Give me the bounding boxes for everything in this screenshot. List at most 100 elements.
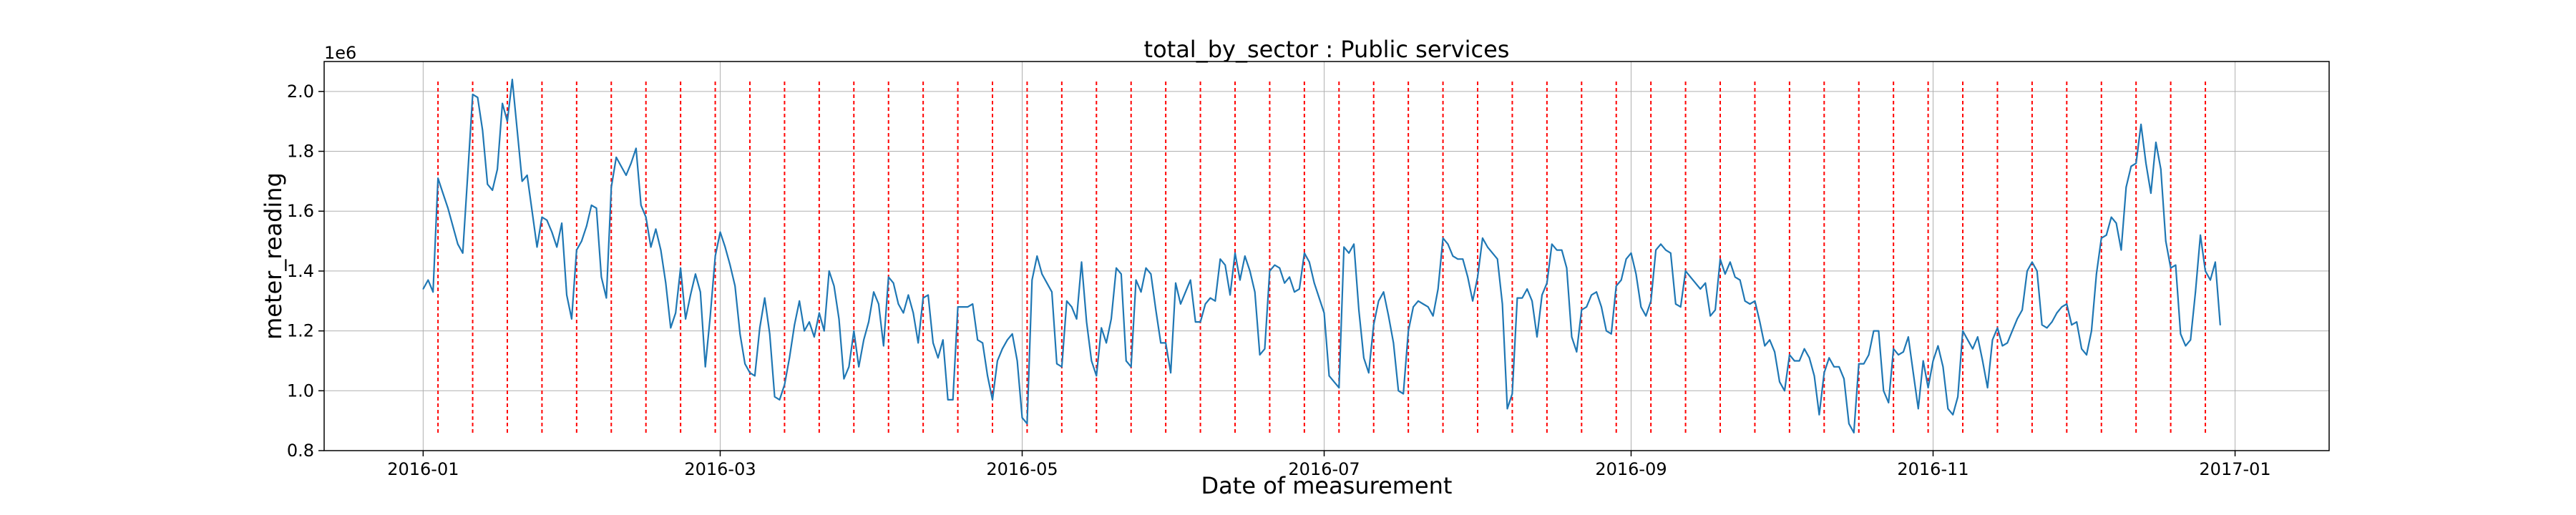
data-point — [1289, 276, 1290, 278]
data-point — [477, 97, 479, 99]
data-point — [1808, 357, 1810, 359]
data-point — [1516, 297, 1518, 299]
data-point — [2170, 267, 2172, 269]
data-point — [1749, 303, 1751, 305]
data-point — [437, 177, 439, 180]
data-point — [1274, 264, 1276, 266]
data-point — [1981, 360, 1984, 362]
data-point — [1531, 300, 1533, 302]
data-point — [2110, 216, 2112, 218]
data-point — [1284, 282, 1286, 284]
data-point — [452, 225, 454, 227]
data-point — [615, 157, 618, 158]
x-ticks: 2016-01 2016-03 2016-05 2016-07 2016-09 2016-… — [387, 451, 2271, 479]
data-point — [2066, 303, 2068, 305]
data-point — [1313, 282, 1315, 284]
data-point — [1828, 357, 1830, 359]
data-point — [1996, 327, 1999, 329]
data-point — [1343, 246, 1345, 248]
data-point — [526, 175, 528, 176]
data-point — [487, 183, 489, 185]
data-point — [1264, 348, 1266, 350]
data-point — [2200, 234, 2202, 236]
data-point — [1472, 300, 1474, 302]
data-point — [2076, 321, 2078, 323]
data-point — [1615, 285, 1617, 287]
data-point — [2071, 324, 2073, 326]
data-point — [516, 129, 518, 132]
x-tick-label: 2016-07 — [1288, 459, 1360, 479]
data-point — [1798, 360, 1800, 362]
data-point — [655, 228, 657, 230]
data-point — [1224, 264, 1226, 266]
data-point — [1803, 348, 1805, 350]
data-point — [1423, 303, 1424, 305]
data-point — [1729, 261, 1731, 263]
data-point — [1957, 396, 1959, 398]
data-point — [2091, 330, 2092, 332]
data-point — [1561, 249, 1563, 251]
data-point — [1888, 402, 1890, 403]
data-point — [2155, 142, 2157, 143]
data-point — [1496, 258, 1498, 260]
data-point — [1883, 390, 1885, 392]
data-point — [2006, 342, 2009, 344]
data-point — [1294, 291, 1295, 293]
data-point — [814, 336, 815, 338]
y-tick-label: 2.0 — [287, 82, 314, 102]
data-point — [1818, 413, 1820, 416]
data-point — [2130, 165, 2132, 167]
x-tick-label: 2017-01 — [2199, 459, 2270, 479]
data-point — [1229, 294, 1231, 296]
data-point — [536, 246, 538, 248]
data-point — [1833, 366, 1835, 368]
data-point — [605, 297, 608, 299]
data-point — [2061, 306, 2063, 308]
data-point — [1477, 276, 1478, 278]
data-point — [2175, 264, 2177, 266]
data-point — [2046, 327, 2048, 329]
data-point — [497, 168, 498, 170]
data-point — [1051, 291, 1053, 293]
data-point — [1269, 270, 1271, 272]
data-point — [566, 294, 567, 296]
data-point — [1140, 291, 1142, 293]
data-point — [1903, 351, 1904, 353]
data-point — [1699, 288, 1702, 290]
data-point — [1853, 432, 1855, 433]
data-point — [1952, 413, 1954, 416]
data-point — [1556, 249, 1558, 251]
data-point — [457, 243, 459, 245]
data-point — [1338, 387, 1340, 388]
data-point — [1576, 351, 1578, 353]
data-point — [1674, 303, 1677, 305]
data-point — [1209, 297, 1211, 299]
data-point — [1442, 237, 1444, 239]
data-point — [625, 175, 627, 176]
data-point — [1863, 363, 1865, 365]
data-point — [1591, 294, 1593, 296]
data-point — [492, 190, 494, 191]
data-point — [967, 306, 969, 308]
data-point — [467, 175, 469, 176]
data-point — [1145, 267, 1147, 269]
data-point — [769, 333, 771, 335]
data-point — [695, 273, 696, 275]
data-point — [2105, 234, 2107, 236]
data-point — [907, 294, 909, 296]
data-point — [714, 255, 716, 257]
data-point — [1323, 312, 1325, 314]
data-point — [779, 399, 781, 401]
data-point — [1219, 258, 1221, 260]
data-point — [575, 249, 577, 251]
data-point — [1382, 291, 1385, 293]
data-point — [1180, 303, 1181, 305]
data-point — [2210, 279, 2211, 281]
data-point — [1036, 255, 1038, 257]
data-point — [1259, 354, 1261, 355]
data-point — [2205, 270, 2206, 272]
data-point — [1660, 243, 1662, 245]
data-point — [2056, 312, 2058, 314]
data-point — [1908, 336, 1909, 338]
data-point — [2125, 186, 2127, 188]
